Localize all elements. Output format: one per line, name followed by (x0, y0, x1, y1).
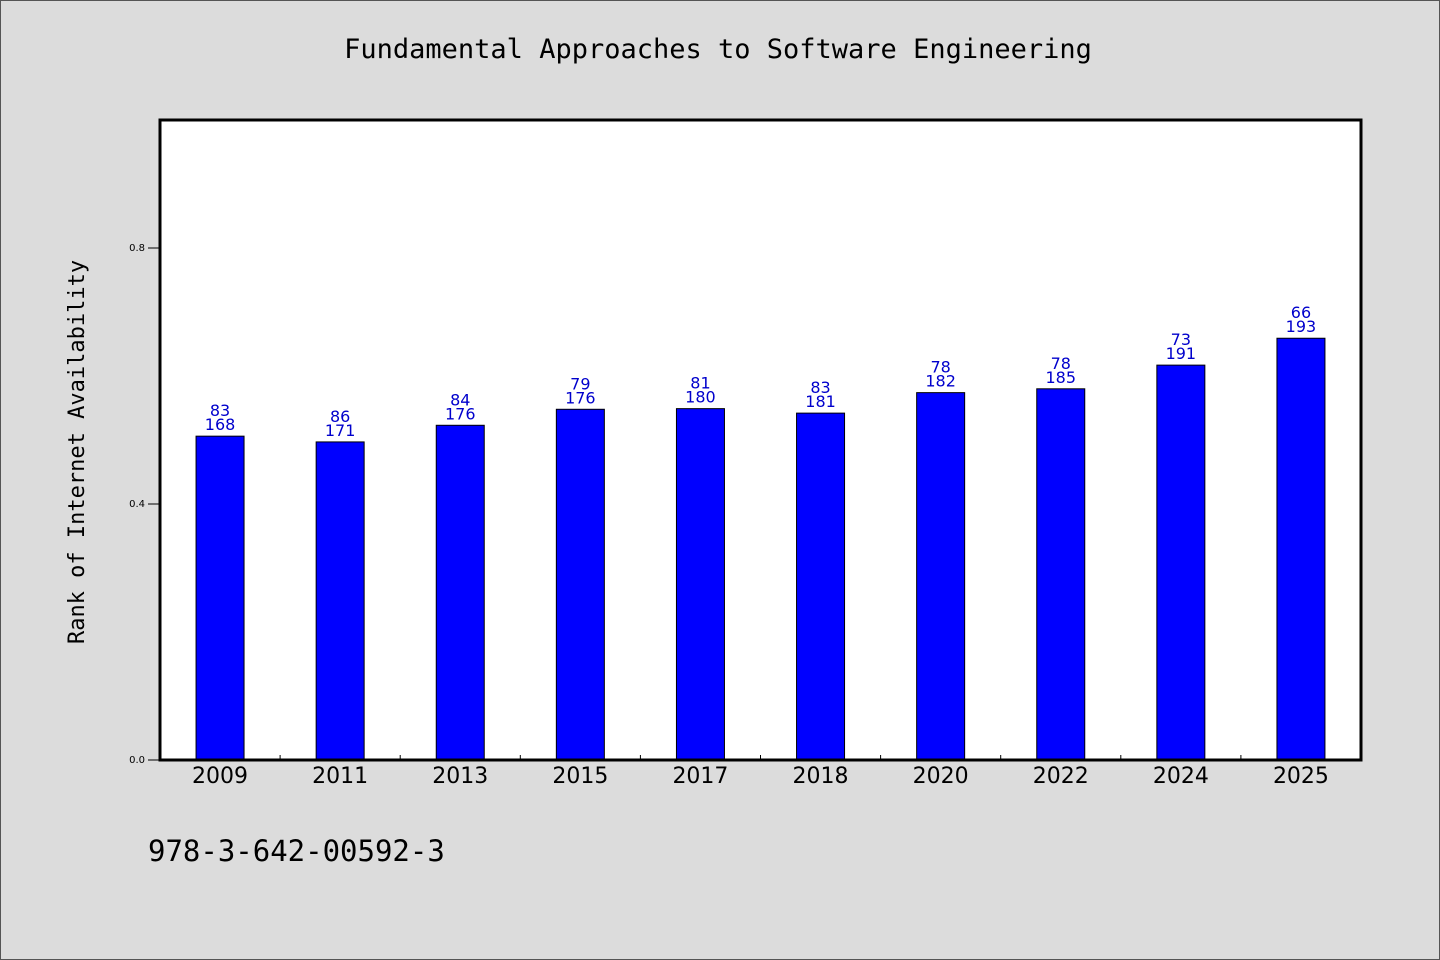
bar (916, 392, 966, 761)
bar (195, 435, 245, 761)
isbn-caption: 978-3-642-00592-3 (148, 834, 445, 868)
y-tick-label: 0.8 (129, 243, 145, 254)
bar (675, 408, 725, 761)
bar (1276, 337, 1326, 761)
x-tick-label: 2015 (552, 764, 608, 789)
bar-label-bottom: 168 (205, 415, 236, 434)
x-tick-label: 2025 (1273, 764, 1329, 789)
bar-label-top: 86 (330, 407, 350, 426)
plot-border (158, 118, 1363, 762)
bar-label-top: 81 (690, 374, 710, 393)
bar (796, 412, 846, 761)
bar-label-top: 78 (930, 358, 950, 377)
x-tick-label: 2022 (1033, 764, 1089, 789)
x-tick-label: 2013 (432, 764, 488, 789)
bar (1036, 388, 1086, 761)
bar-label-bottom: 182 (925, 372, 956, 391)
bar-label-bottom: 193 (1286, 317, 1317, 336)
bar (555, 408, 605, 761)
x-tick-label: 2009 (192, 764, 248, 789)
x-tick-label: 2020 (913, 764, 969, 789)
x-tick-label: 2017 (672, 764, 728, 789)
bar-label-top: 84 (450, 390, 470, 409)
x-tick-label: 2018 (793, 764, 849, 789)
bar-label-bottom: 185 (1045, 368, 1076, 387)
x-tick-label: 2024 (1153, 764, 1209, 789)
bar-label-top: 83 (210, 401, 230, 420)
bar-label-top: 83 (810, 378, 830, 397)
y-axis-label: Rank of Internet Availability (65, 260, 90, 644)
bar-label-bottom: 180 (685, 388, 716, 407)
bar-label-bottom: 191 (1166, 344, 1197, 363)
bar (1156, 364, 1206, 761)
y-tick-label: 0.0 (129, 755, 145, 766)
bar (315, 441, 365, 761)
bar-label-top: 79 (570, 374, 590, 393)
bar (435, 424, 485, 761)
bar-label-bottom: 176 (565, 388, 596, 407)
bar-label-bottom: 176 (445, 404, 476, 423)
bar-label-top: 66 (1291, 303, 1311, 322)
bar-label-top: 73 (1171, 330, 1191, 349)
y-tick-label: 0.4 (129, 499, 145, 510)
chart-title: Fundamental Approaches to Software Engin… (344, 34, 1092, 65)
bar-label-top: 78 (1051, 354, 1071, 373)
bar-label-bottom: 181 (805, 392, 836, 411)
bar-label-bottom: 171 (325, 421, 356, 440)
x-tick-label: 2011 (312, 764, 368, 789)
